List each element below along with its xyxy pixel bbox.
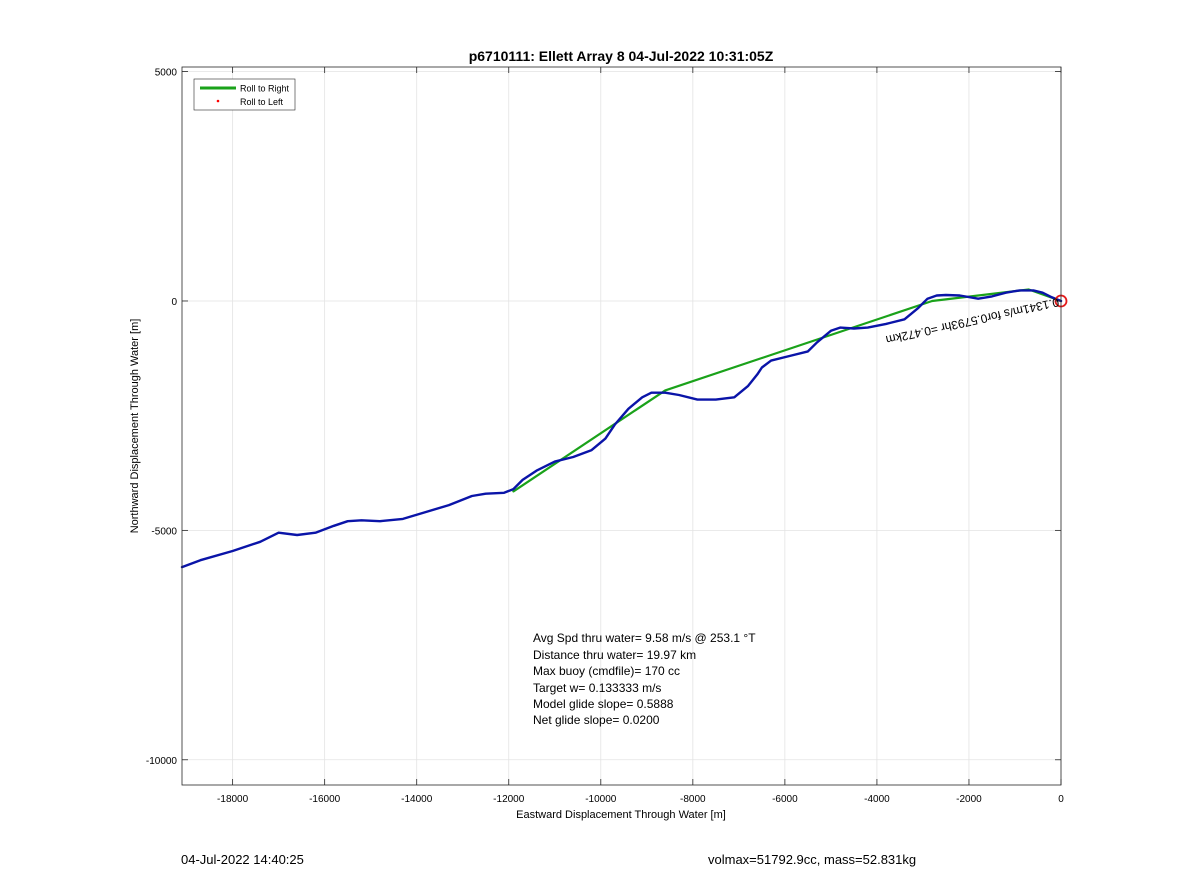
x-tick-label: 0 bbox=[1058, 794, 1064, 805]
x-tick-label: -8000 bbox=[680, 794, 706, 805]
y-tick-label: -5000 bbox=[151, 526, 177, 537]
x-axis-label: Eastward Displacement Through Water [m] bbox=[516, 809, 726, 821]
legend-box bbox=[193, 78, 296, 111]
y-axis-label: Northward Displacement Through Water [m] bbox=[129, 319, 141, 534]
series-line-track bbox=[180, 289, 1063, 569]
y-tick-label: -10000 bbox=[146, 756, 178, 767]
annotation-model-glide: Model glide slope= 0.5888 bbox=[533, 697, 674, 711]
legend-label-roll-right: Roll to Right bbox=[240, 84, 290, 94]
plot-area bbox=[182, 67, 1061, 785]
footer-timestamp: 04-Jul-2022 14:40:25 bbox=[181, 852, 304, 867]
annotation-target-w: Target w= 0.133333 m/s bbox=[533, 681, 661, 695]
legend: Roll to Right Roll to Left bbox=[193, 78, 296, 111]
x-tick-label: -14000 bbox=[401, 794, 433, 805]
x-tick-label: -10000 bbox=[585, 794, 617, 805]
x-tick-label: -16000 bbox=[309, 794, 341, 805]
plot-frame bbox=[181, 66, 1062, 786]
x-tick-label: -12000 bbox=[493, 794, 525, 805]
legend-dot-roll-left bbox=[216, 99, 220, 103]
x-tick-label: -4000 bbox=[864, 794, 890, 805]
tick-layer: -18000 -16000 -14000 -12000 -10000 -8000 -6000… bbox=[146, 67, 1064, 805]
y-tick-label: 5000 bbox=[155, 68, 178, 79]
footer-volmax-mass: volmax=51792.9cc, mass=52.831kg bbox=[708, 852, 917, 867]
x-tick-label: -2000 bbox=[956, 794, 982, 805]
series-layer bbox=[180, 288, 1063, 569]
legend-label-roll-left: Roll to Left bbox=[240, 97, 284, 107]
annotation-max-buoy: Max buoy (cmdfile)= 170 cc bbox=[533, 664, 680, 678]
annotation-distance: Distance thru water= 19.97 km bbox=[533, 648, 696, 662]
x-tick-label: -18000 bbox=[217, 794, 249, 805]
y-tick-label: 0 bbox=[171, 297, 177, 308]
annotation-avg-speed: Avg Spd thru water= 9.58 m/s @ 253.1 °T bbox=[533, 631, 756, 645]
x-tick-label: -6000 bbox=[772, 794, 798, 805]
annotation-net-glide: Net glide slope= 0.0200 bbox=[533, 713, 660, 727]
stats-annotations: Avg Spd thru water= 9.58 m/s @ 253.1 °T … bbox=[533, 631, 756, 727]
chart-title: p6710111: Ellett Array 8 04-Jul-2022 10:… bbox=[469, 48, 774, 64]
